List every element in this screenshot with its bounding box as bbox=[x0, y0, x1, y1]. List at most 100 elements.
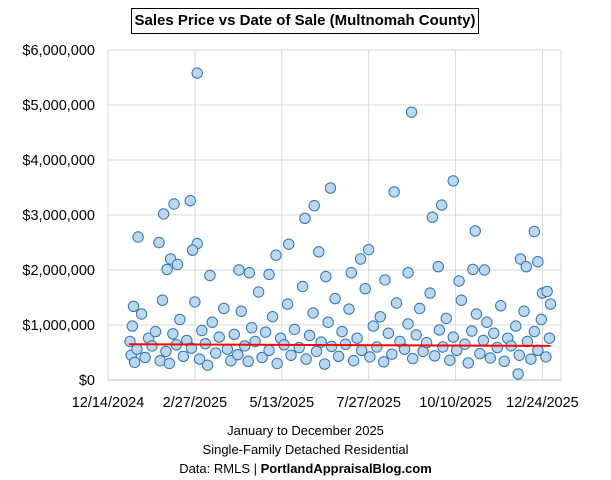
data-point bbox=[469, 225, 481, 237]
x-tick-label: 10/10/2025 bbox=[419, 395, 492, 411]
y-tick-label: $1,000,000 bbox=[22, 318, 95, 334]
data-point bbox=[426, 211, 439, 223]
data-point bbox=[163, 357, 176, 370]
data-point bbox=[535, 313, 548, 326]
data-point bbox=[243, 267, 256, 279]
data-point bbox=[239, 340, 251, 352]
data-point bbox=[131, 343, 143, 355]
data-point bbox=[477, 334, 490, 347]
data-point bbox=[174, 313, 186, 326]
data-point bbox=[296, 280, 309, 293]
data-point bbox=[252, 286, 265, 298]
data-point bbox=[498, 355, 510, 367]
data-point bbox=[435, 199, 448, 211]
data-point bbox=[512, 368, 524, 380]
data-point bbox=[379, 274, 391, 286]
data-point bbox=[351, 332, 363, 344]
data-point bbox=[153, 236, 165, 249]
data-point bbox=[390, 297, 403, 309]
data-point bbox=[308, 199, 320, 212]
data-point bbox=[320, 270, 332, 283]
data-point bbox=[347, 355, 360, 367]
data-point bbox=[444, 354, 456, 366]
data-point bbox=[440, 312, 453, 325]
data-point bbox=[398, 343, 411, 355]
data-point bbox=[189, 296, 201, 308]
data-point bbox=[405, 106, 418, 118]
data-point bbox=[266, 311, 279, 323]
data-point bbox=[484, 352, 497, 364]
data-point bbox=[447, 331, 459, 343]
data-point bbox=[177, 350, 190, 363]
data-point bbox=[388, 186, 400, 198]
data-point bbox=[256, 351, 268, 364]
data-point bbox=[233, 264, 245, 276]
x-tick-label: 2/27/2025 bbox=[163, 395, 228, 411]
y-tick-label: $4,000,000 bbox=[22, 153, 95, 169]
data-point bbox=[467, 263, 479, 276]
data-point bbox=[359, 283, 371, 295]
data-point bbox=[466, 325, 478, 337]
footer-source: Data: RMLS | PortlandAppraisalBlog.com bbox=[0, 461, 611, 476]
x-tick-label: 12/24/2025 bbox=[506, 395, 579, 411]
data-point bbox=[429, 350, 441, 362]
data-point bbox=[520, 261, 532, 273]
data-point bbox=[270, 249, 282, 261]
data-point bbox=[462, 357, 475, 369]
data-point bbox=[354, 253, 367, 265]
data-point bbox=[378, 356, 390, 368]
data-point bbox=[235, 305, 247, 317]
data-point bbox=[271, 357, 283, 370]
data-point bbox=[336, 325, 348, 338]
data-point bbox=[168, 198, 180, 210]
data-point bbox=[453, 275, 465, 287]
data-point bbox=[447, 175, 459, 187]
data-point bbox=[514, 253, 527, 265]
data-point bbox=[541, 285, 553, 298]
data-point bbox=[307, 307, 319, 319]
data-point bbox=[495, 300, 507, 312]
data-point bbox=[191, 67, 203, 79]
data-point bbox=[135, 308, 148, 320]
data-point bbox=[433, 324, 446, 336]
data-point bbox=[470, 308, 483, 320]
data-point bbox=[184, 195, 196, 207]
data-point bbox=[242, 355, 254, 367]
y-tick-label: $6,000,000 bbox=[22, 43, 95, 59]
data-point bbox=[126, 320, 139, 332]
data-point bbox=[510, 320, 522, 332]
data-point bbox=[213, 331, 225, 343]
data-point bbox=[407, 352, 419, 365]
data-point bbox=[386, 348, 398, 360]
x-tick-label: 7/27/2025 bbox=[336, 395, 401, 411]
data-point bbox=[324, 182, 337, 194]
data-point bbox=[402, 318, 414, 330]
data-point bbox=[532, 256, 544, 268]
data-point bbox=[325, 340, 338, 353]
data-point bbox=[402, 267, 414, 279]
data-point bbox=[281, 298, 294, 310]
data-point bbox=[201, 359, 214, 371]
source-site: PortlandAppraisalBlog.com bbox=[260, 461, 432, 476]
data-point bbox=[283, 238, 295, 250]
data-point bbox=[474, 347, 486, 360]
data-point bbox=[424, 287, 436, 299]
source-label: Data: RMLS | bbox=[179, 461, 261, 476]
data-point bbox=[432, 261, 444, 273]
data-point bbox=[245, 322, 258, 334]
data-point bbox=[210, 347, 222, 359]
data-point bbox=[232, 349, 244, 361]
data-point bbox=[206, 316, 218, 328]
data-point bbox=[204, 269, 216, 282]
data-point bbox=[345, 267, 357, 279]
trendline bbox=[128, 343, 551, 347]
data-point bbox=[410, 329, 422, 341]
data-point bbox=[218, 302, 230, 315]
data-point bbox=[318, 358, 331, 370]
data-point bbox=[437, 341, 449, 353]
data-point bbox=[544, 298, 557, 310]
data-point bbox=[540, 351, 552, 363]
data-point bbox=[299, 212, 311, 225]
